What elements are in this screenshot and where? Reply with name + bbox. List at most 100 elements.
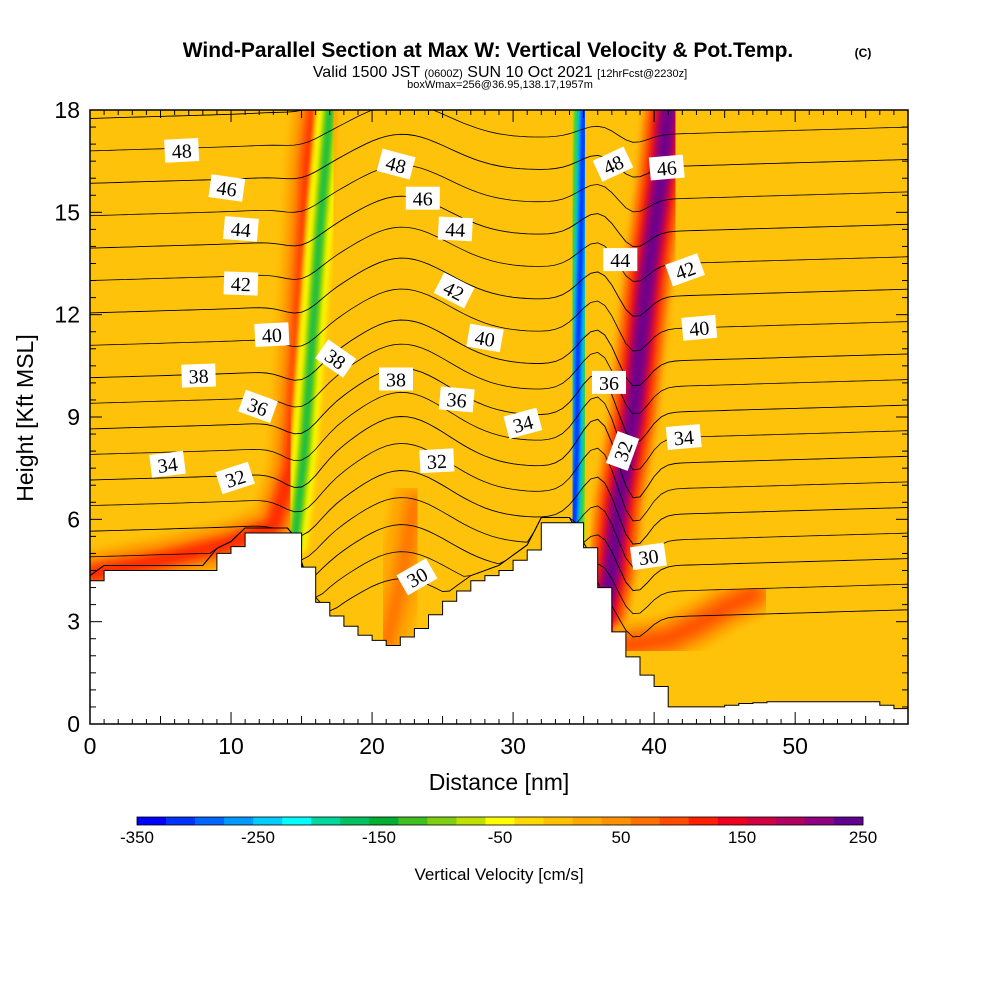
box-info-text: boxWmax=256@36.95,138.17,1957m: [407, 79, 593, 91]
velocity-band: [621, 590, 757, 650]
theta-label-box: [592, 370, 626, 394]
colorbar-swatch: [340, 817, 370, 825]
theta-label-box: [603, 248, 638, 272]
theta-label-box: [396, 558, 438, 596]
theta-contour: [90, 443, 908, 522]
theta-label-box: [433, 272, 475, 309]
x-tick-label: 40: [641, 733, 667, 759]
colorbar-label: Vertical Velocity [cm/s]: [414, 865, 583, 884]
colorbar-swatch: [137, 817, 167, 825]
theta-label: 46: [648, 154, 685, 181]
y-tick-label: 18: [54, 97, 80, 123]
theta-label-text: 42: [230, 274, 251, 297]
theta-label-text: 36: [446, 389, 468, 413]
theta-label: 46: [208, 174, 246, 202]
theta-label: 38: [379, 367, 413, 392]
theta-label-text: 34: [156, 454, 179, 478]
colorbar-swatch: [775, 817, 806, 825]
vertical-velocity-field: [90, 110, 853, 710]
colorbar-tick-label: -50: [488, 828, 513, 847]
plot-area: 4846444240383634324846444240383836343230…: [89, 109, 909, 725]
theta-label-box: [208, 174, 246, 202]
theta-label-text: 46: [215, 177, 238, 202]
colorbar-tick-label: -350: [120, 828, 154, 847]
theta-label: 34: [503, 407, 543, 439]
colorbar-swatch: [485, 817, 515, 825]
theta-label-box: [223, 271, 259, 296]
theta-contour: [90, 195, 908, 249]
theta-label-box: [648, 154, 685, 181]
theta-contour: [90, 288, 908, 352]
theta-label: 48: [164, 138, 200, 163]
theta-label: 34: [665, 424, 702, 451]
theta-label: 40: [254, 322, 290, 348]
theta-label: 40: [681, 314, 718, 341]
theta-label-box: [438, 386, 475, 413]
x-tick-label: 30: [500, 733, 526, 759]
theta-label-box: [315, 339, 357, 378]
theta-label-text: 34: [673, 427, 695, 451]
colorbar-swatch: [398, 817, 428, 825]
theta-contour: [90, 164, 908, 217]
y-tick-label: 6: [67, 506, 80, 532]
theta-label-text: 44: [610, 250, 630, 272]
theta-contour: [90, 110, 908, 152]
colorbar-swatch: [833, 817, 864, 825]
colorbar-tick-label: 150: [728, 828, 756, 847]
theta-label-text: 32: [426, 451, 447, 474]
x-axis-label: Distance [nm]: [429, 769, 570, 795]
theta-label: 48: [592, 146, 634, 182]
theta-contour: [90, 110, 304, 119]
theta-label-box: [215, 461, 255, 495]
colorbar-swatch: [543, 817, 573, 825]
colorbar-swatch: [427, 817, 457, 825]
theta-label-text: 36: [599, 373, 619, 395]
theta-label-box: [223, 215, 259, 242]
theta-label-text: 46: [656, 157, 678, 181]
theta-label: 42: [223, 271, 259, 297]
theta-label: 44: [603, 248, 638, 272]
colorbar-swatch: [166, 817, 196, 825]
colorbar-swatch: [456, 817, 486, 825]
colorbar-swatch: [746, 817, 777, 825]
colorbar-swatch: [572, 817, 603, 825]
colorbar-swatch: [804, 817, 835, 825]
theta-label-box: [238, 389, 278, 423]
theta-label: 46: [405, 186, 440, 211]
theta-label-box: [665, 424, 702, 450]
theta-label: 36: [592, 370, 626, 395]
theta-label: 34: [149, 450, 186, 478]
x-tick-label: 20: [359, 733, 385, 759]
terrain-surface: [90, 522, 908, 724]
theta-contour: [90, 319, 908, 387]
colorbar-swatch: [688, 817, 719, 825]
colorbar: -350 -250 -150 -50 50 150 250: [120, 816, 877, 847]
theta-label-box: [405, 186, 440, 210]
chart-title: Wind-Parallel Section at Max W: Vertical…: [183, 39, 794, 62]
x-tick-label: 10: [218, 733, 244, 759]
theta-label-text: 30: [637, 546, 660, 571]
theta-label-text: 40: [261, 325, 282, 348]
x-tick-label: 0: [84, 733, 97, 759]
copyright-mark: (C): [855, 46, 872, 60]
colorbar-swatch: [717, 817, 748, 825]
colorbar-tick-label: 250: [849, 828, 877, 847]
theta-label: 38: [181, 363, 216, 388]
colorbar-swatch: [224, 817, 254, 825]
theta-label-text: 48: [171, 140, 192, 163]
theta-label-text: 46: [413, 189, 433, 211]
theta-label-box: [164, 138, 200, 163]
x-axis: 0 10 20 30 40 50: [84, 110, 909, 759]
theta-contour: [90, 391, 908, 471]
theta-label-box: [681, 314, 718, 341]
theta-label: 30: [396, 558, 438, 596]
x-tick-label: 50: [782, 733, 808, 759]
colorbar-swatch: [282, 817, 312, 825]
velocity-band: [382, 498, 419, 647]
theta-contour: [90, 367, 908, 443]
colorbar-swatch: [659, 817, 690, 825]
theta-label-box: [437, 216, 473, 242]
theta-contour: [90, 470, 908, 545]
